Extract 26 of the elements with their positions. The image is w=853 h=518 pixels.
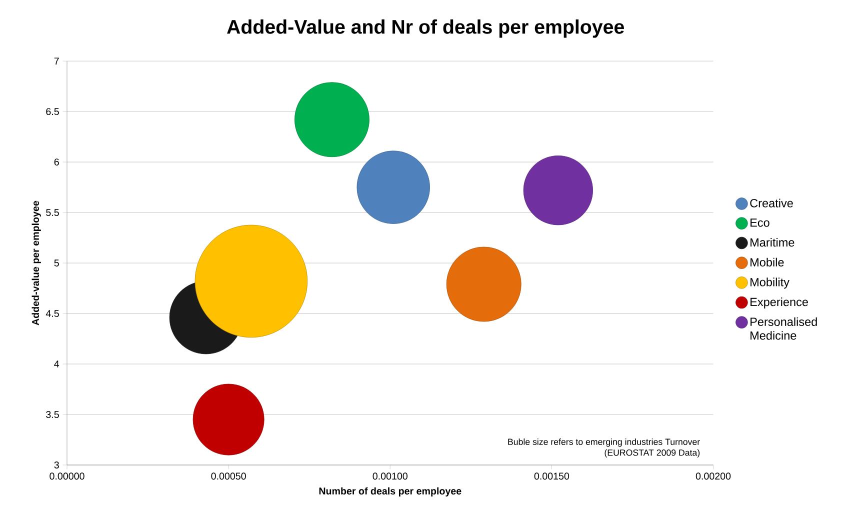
y-tick-label: 5.5: [46, 209, 59, 216]
legend-label: Maritime: [750, 238, 794, 247]
x-axis-title: Number of deals per employee: [319, 487, 462, 496]
y-tick-label: 6.5: [46, 108, 59, 115]
y-tick-label: 5: [54, 260, 59, 266]
legend-label: Eco: [750, 218, 770, 227]
x-tick-label: 0.00000: [50, 472, 84, 480]
x-tick-label: 0.00100: [372, 472, 408, 480]
y-tick-label: 3: [54, 461, 59, 468]
y-tick-label: 3.5: [46, 410, 59, 418]
annotation: Buble size refers to emerging industries Turnover: [508, 438, 700, 447]
legend-label: Mobility: [750, 278, 790, 289]
legend-label: Mobile: [750, 258, 784, 266]
x-tick-label: 0.00200: [696, 472, 731, 480]
legend-label: Creative: [750, 198, 793, 208]
y-tick-label: 6: [54, 158, 59, 166]
y-tick-label: 7: [54, 58, 59, 64]
legend-label: Experience: [750, 297, 808, 308]
y-tick-label: 4: [54, 360, 60, 368]
y-tick-label: 4.5: [46, 310, 59, 317]
legend-label: Personalised Medicine: [750, 317, 817, 340]
x-tick-label: 0.00050: [211, 472, 246, 480]
y-axis-title: Added-value per employee: [32, 200, 41, 326]
chart-title: Added-Value and Nr of deals per employee: [227, 19, 624, 38]
x-tick-label: 0.00150: [534, 472, 570, 480]
annotation: (EUROSTAT 2009 Data): [604, 449, 700, 458]
